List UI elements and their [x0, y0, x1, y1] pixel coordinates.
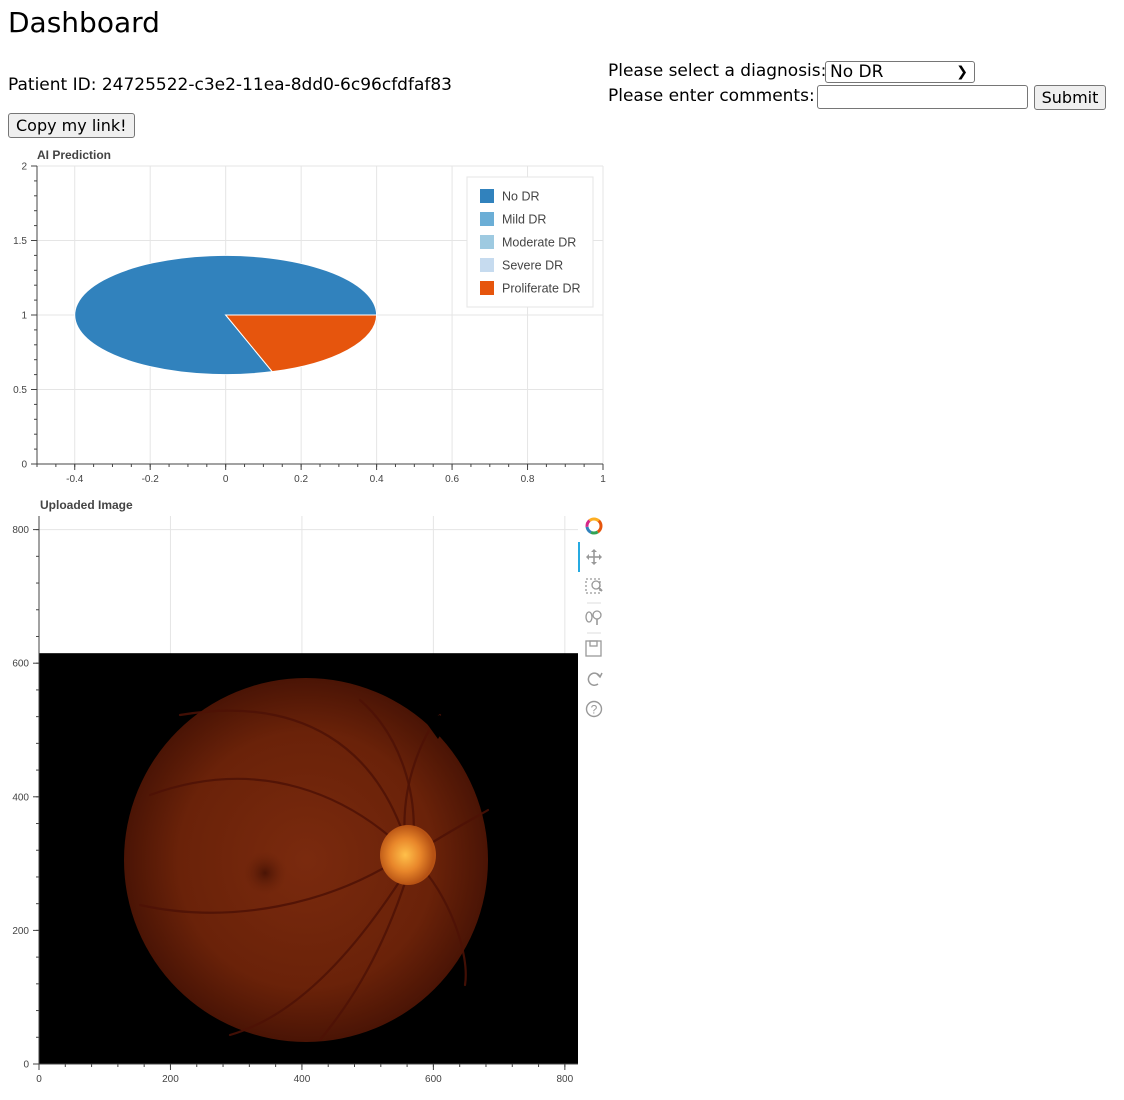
box-zoom-icon[interactable] [585, 578, 603, 594]
image-notch [425, 715, 445, 739]
blood-vessel [228, 863, 412, 1037]
reset-icon[interactable] [587, 672, 603, 686]
page-title: Dashboard [8, 6, 160, 39]
image-y-tick-label: 200 [12, 926, 29, 937]
save-icon[interactable] [585, 640, 602, 657]
pie-x-tick-label: 0.4 [370, 474, 384, 485]
fundus-image [39, 653, 578, 1064]
ai-prediction-chart[interactable]: AI Prediction -0.4 -0.2 0 0.2 0.4 0.6 0.8 1 0 0.5… [0, 145, 610, 490]
legend-label: Moderate DR [502, 236, 576, 250]
pie-slices [74, 254, 378, 376]
legend-label: Proliferate DR [502, 282, 581, 296]
bokeh-logo-icon[interactable] [585, 517, 603, 535]
image-x-tick-label: 800 [557, 1074, 574, 1085]
pie-x-tick-label: 1 [600, 474, 606, 485]
pie-x-tick-label: -0.4 [66, 474, 84, 485]
pie-x-tick-label: 0 [223, 474, 229, 485]
uploaded-image-plot[interactable]: Uploaded Image 0 200 400 600 800 0 200 400 600 80… [0, 495, 610, 1095]
pie-y-tick-label: 2 [21, 162, 27, 173]
legend-swatch [480, 212, 494, 226]
svg-text:?: ? [591, 703, 598, 717]
macula [243, 851, 287, 895]
image-x-tick-label: 600 [425, 1074, 442, 1085]
pie-x-tick-label: 0.2 [294, 474, 308, 485]
active-tool-indicator [578, 542, 580, 572]
copy-link-button[interactable]: Copy my link! [8, 113, 135, 138]
legend-swatch [480, 281, 494, 295]
pie-axes: -0.4 -0.2 0 0.2 0.4 0.6 0.8 1 0 0.5 1 1.5 2 [13, 162, 606, 486]
pie-slice-proliferate-dr[interactable] [224, 314, 378, 373]
diagnosis-selected-value: No DR [830, 62, 884, 82]
pie-chart-title: AI Prediction [37, 148, 111, 162]
legend-swatch [480, 235, 494, 249]
pie-y-tick-label: 0 [21, 460, 27, 471]
pie-x-tick-label: -0.2 [142, 474, 160, 485]
image-plot-title: Uploaded Image [40, 498, 133, 512]
blood-vessel [148, 777, 412, 857]
legend-label: Severe DR [502, 259, 563, 273]
blood-vessel [178, 709, 412, 857]
pie-y-tick-label: 1.5 [13, 236, 27, 247]
legend-swatch [480, 258, 494, 272]
pie-x-tick-label: 0.6 [445, 474, 459, 485]
image-x-tick-label: 200 [162, 1074, 179, 1085]
diagnosis-label: Please select a diagnosis: [608, 61, 827, 81]
image-axes: 0 200 400 600 800 0 200 400 600 800 [12, 516, 578, 1085]
blood-vessel [138, 853, 407, 914]
plot-toolbar: ? [578, 512, 610, 727]
pie-y-tick-label: 0.5 [13, 385, 27, 396]
legend-swatch [480, 189, 494, 203]
patient-id: Patient ID: 24725522-c3e2-11ea-8dd0-6c96… [8, 75, 452, 95]
optic-disc [380, 825, 436, 885]
image-y-tick-label: 800 [12, 525, 29, 536]
pie-x-tick-label: 0.8 [521, 474, 535, 485]
chevron-down-icon: ❯ [956, 64, 968, 80]
image-y-tick-label: 400 [12, 792, 29, 803]
pan-icon[interactable] [586, 549, 602, 565]
comments-label: Please enter comments: [608, 86, 815, 106]
help-icon[interactable]: ? [585, 700, 603, 718]
legend-label: Mild DR [502, 213, 546, 227]
pie-y-tick-label: 1 [21, 311, 27, 322]
wheel-zoom-icon[interactable] [585, 610, 602, 625]
image-y-tick-label: 0 [23, 1060, 29, 1071]
blood-vessel [318, 865, 412, 1042]
legend-label: No DR [502, 190, 540, 204]
image-x-tick-label: 400 [294, 1074, 311, 1085]
image-y-tick-label: 600 [12, 659, 29, 670]
diagnosis-select[interactable]: No DR ❯ [825, 61, 975, 83]
submit-button[interactable]: Submit [1034, 85, 1106, 110]
fundus-disc [124, 678, 488, 1042]
comments-input[interactable] [817, 85, 1028, 109]
image-x-tick-label: 0 [36, 1074, 42, 1085]
pie-legend: No DR Mild DR Moderate DR Severe DR Prolifer… [466, 176, 594, 308]
